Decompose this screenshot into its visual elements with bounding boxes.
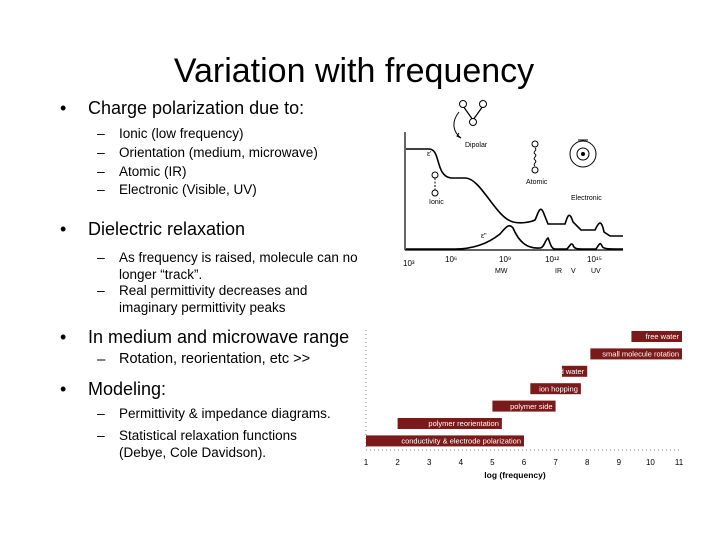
dash-marker: – (97, 163, 105, 179)
band-label: V (571, 268, 576, 275)
dash-marker: – (97, 351, 106, 368)
band-label: MW (495, 268, 508, 275)
range-bar-label: free water (646, 332, 680, 341)
range-bar-label: polymer side (510, 402, 553, 411)
range-tick-label: 8 (585, 458, 590, 467)
list-item: Ionic (low frequency) (119, 126, 244, 141)
dash-marker: – (97, 282, 105, 298)
x-tick-label: 10³ (403, 259, 415, 268)
real-permittivity-curve (406, 148, 623, 237)
range-bar (492, 400, 556, 412)
range-tick-label: 10 (646, 458, 655, 467)
range-bar (530, 383, 581, 395)
dipole-icon (453, 100, 487, 139)
dash-marker: – (97, 405, 105, 421)
frequency-range-chart: free water small molecule rotation bound w… (364, 330, 684, 480)
list-item: Atomic (IR) (119, 164, 187, 179)
ionic-icon (431, 171, 439, 197)
section-heading-polarization: Charge polarization due to: (88, 98, 305, 118)
section-heading-modeling: Modeling: (88, 379, 167, 399)
electronic-label: Electronic (571, 195, 602, 202)
range-bar (561, 365, 588, 377)
list-item: As frequency is raised, molecule can no … (119, 250, 358, 282)
x-tick-label: 10⁶ (445, 255, 457, 264)
dash-marker: – (97, 249, 105, 265)
eps-real-label: ε' (427, 151, 431, 158)
bullet-marker: • (60, 327, 67, 347)
list-item: Permittivity & impedance diagrams. (119, 406, 331, 421)
imaginary-permittivity-curve (406, 225, 624, 250)
range-bar-label: polymer reorientation (428, 419, 498, 428)
dash-marker: – (97, 144, 105, 160)
atomic-label: Atomic (526, 179, 548, 186)
list-item: Rotation, reorientation, etc >> (119, 351, 311, 367)
dash-marker: – (97, 427, 105, 443)
electronic-icon (569, 139, 597, 168)
range-bar-label: small molecule rotation (602, 350, 679, 359)
range-tick-label: 11 (675, 458, 684, 467)
list-item: Electronic (Visible, UV) (119, 182, 257, 197)
bullet-marker: • (60, 219, 67, 239)
list-item: Orientation (medium, microwave) (119, 145, 318, 160)
range-tick-label: 4 (459, 458, 464, 467)
atomic-icon (531, 140, 539, 174)
range-bar (590, 348, 682, 360)
dipolar-label: Dipolar (465, 142, 488, 149)
slide-title: Variation with frequency (173, 52, 535, 90)
eps-imag-label: ε" (481, 233, 487, 240)
range-tick-label: 6 (522, 458, 527, 467)
list-item: Real permittivity decreases and imaginar… (119, 283, 308, 315)
range-bar-label: bound water (543, 367, 585, 376)
bullet-marker: • (60, 379, 67, 399)
range-bar (631, 331, 682, 342)
range-chart-xlabel: log (frequency) (484, 470, 546, 480)
x-tick-label: 10⁹ (499, 255, 511, 264)
range-tick-label: 2 (395, 458, 400, 467)
range-tick-label: 7 (553, 458, 558, 467)
ionic-label: Ionic (429, 199, 444, 206)
band-label: UV (591, 268, 601, 275)
range-bar (397, 418, 502, 429)
section-heading-microwave: In medium and microwave range (88, 327, 350, 347)
range-bar-label: ion hopping (539, 384, 578, 393)
x-tick-label: 10¹⁵ (587, 255, 602, 264)
band-label: IR (555, 268, 562, 275)
range-tick-label: 3 (427, 458, 432, 467)
range-tick-label: 5 (490, 458, 495, 467)
x-tick-label: 10¹² (545, 255, 560, 264)
range-bar (366, 435, 524, 447)
bullet-marker: • (60, 98, 67, 118)
dash-marker: – (97, 125, 105, 141)
section-heading-relaxation: Dielectric relaxation (88, 219, 246, 239)
range-bar-label: conductivity & electrode polarization (401, 437, 521, 446)
list-item: Statistical relaxation functions (Debye,… (119, 428, 297, 460)
range-tick-label: 9 (617, 458, 622, 467)
dash-marker: – (97, 181, 105, 197)
range-tick-label: 1 (364, 458, 369, 467)
permittivity-frequency-figure: Dipolar Ionic Atomic Electronic ε' ε" 10… (403, 100, 624, 275)
